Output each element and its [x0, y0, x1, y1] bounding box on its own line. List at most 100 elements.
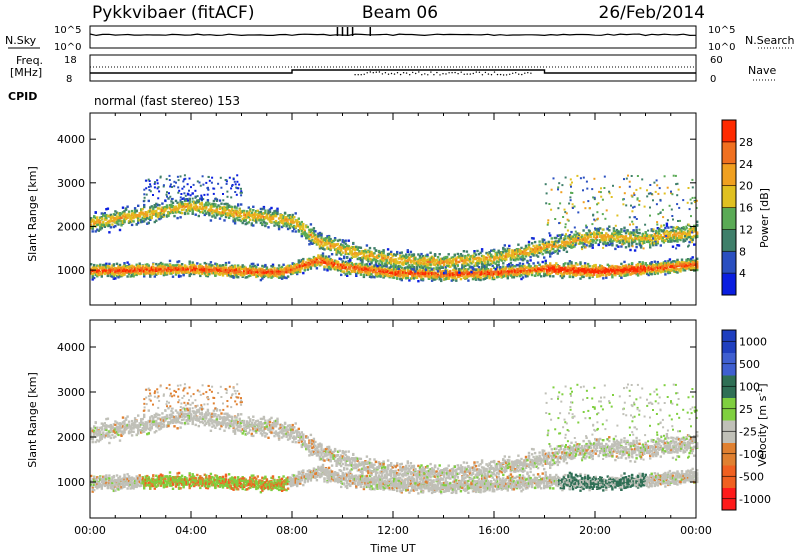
power-cell — [198, 215, 200, 217]
nave-dot — [394, 73, 395, 74]
power-cell — [169, 260, 171, 262]
power-cell — [538, 264, 540, 266]
power-cell — [155, 210, 157, 212]
nave-dot — [358, 74, 359, 75]
power-cell — [620, 274, 622, 276]
power-cell — [107, 208, 109, 210]
power-cell — [278, 264, 280, 266]
nave-dot — [354, 74, 355, 75]
power-cell — [360, 274, 362, 276]
power-cell — [126, 275, 128, 277]
nave-dot — [430, 71, 431, 72]
nave-dot — [385, 72, 386, 73]
power-cell — [543, 270, 545, 272]
power-cell — [173, 215, 175, 217]
power-cell — [669, 272, 671, 274]
nave-dot — [424, 73, 425, 74]
power-cell — [161, 263, 163, 265]
power-cell — [623, 261, 625, 263]
power-cell — [313, 227, 315, 229]
power-cell — [263, 207, 265, 209]
power-cell — [126, 206, 128, 208]
power-cell — [352, 242, 354, 244]
power-cell — [192, 261, 194, 263]
power-cell — [108, 263, 110, 265]
power-cell — [479, 279, 481, 281]
power-cell — [166, 206, 168, 208]
power-cell — [264, 264, 266, 266]
power-cell — [172, 276, 174, 278]
power-cell — [360, 247, 362, 249]
power-cell — [139, 265, 141, 267]
power-cell — [110, 226, 112, 228]
nave-dots — [354, 71, 531, 75]
power-cell — [95, 211, 97, 213]
power-cell — [576, 263, 578, 265]
power-cell — [192, 213, 194, 215]
power-cell — [282, 225, 284, 227]
power-cell — [282, 264, 284, 266]
nave-dot — [467, 73, 468, 74]
nave-dot — [421, 74, 422, 75]
power-cell — [302, 226, 304, 228]
power-cell — [417, 280, 419, 282]
power-cell — [149, 275, 151, 277]
power-cell — [293, 216, 295, 218]
nave-dot — [379, 71, 380, 72]
power-cell — [214, 275, 216, 277]
power-cell — [249, 219, 251, 221]
power-cell — [108, 231, 110, 233]
power-cell — [584, 264, 586, 266]
nave-dot — [512, 73, 513, 74]
power-cell — [345, 240, 347, 242]
power-cell — [213, 214, 215, 216]
power-cell — [396, 278, 398, 280]
power-cell — [252, 206, 254, 208]
power-cell — [223, 219, 225, 221]
power-cell — [108, 265, 110, 267]
power-cell — [119, 264, 121, 266]
freq-tick-bottom: 8 — [66, 74, 72, 85]
power-cell — [214, 216, 216, 218]
power-cell — [181, 263, 183, 265]
power-cell — [237, 203, 239, 205]
power-cell — [440, 278, 442, 280]
power-cell — [93, 264, 95, 266]
nave-dot — [373, 72, 374, 73]
power-cell — [101, 227, 103, 229]
nave-dot — [388, 74, 389, 75]
cpid-label: CPID — [8, 90, 37, 103]
power-cell — [278, 225, 280, 227]
power-cell — [101, 275, 103, 277]
power-cell — [281, 266, 283, 268]
nave-dot — [361, 74, 362, 75]
power-cell — [210, 261, 212, 263]
power-cell — [216, 263, 218, 265]
power-cell — [366, 244, 368, 246]
power-cell — [657, 272, 659, 274]
power-cell — [182, 208, 184, 210]
power-cell — [252, 224, 254, 226]
power-cell — [161, 202, 163, 204]
power-cell — [208, 214, 210, 216]
power-cell — [346, 257, 348, 259]
power-cell — [342, 252, 344, 254]
power-cell — [542, 261, 544, 263]
nave-dot — [439, 74, 440, 75]
power-cell — [322, 255, 324, 257]
power-cell — [323, 265, 325, 267]
power-cell — [337, 243, 339, 245]
power-cell — [631, 262, 633, 264]
power-cell — [234, 222, 236, 224]
power-cell — [269, 211, 271, 213]
power-cell — [681, 259, 683, 261]
power-cell — [340, 258, 342, 260]
power-cell — [507, 277, 509, 279]
power-cell — [363, 274, 365, 276]
power-cell — [225, 264, 227, 266]
nave-dot — [451, 72, 452, 73]
power-cell — [301, 235, 303, 237]
power-cell — [143, 206, 145, 208]
power-cell — [549, 275, 551, 277]
